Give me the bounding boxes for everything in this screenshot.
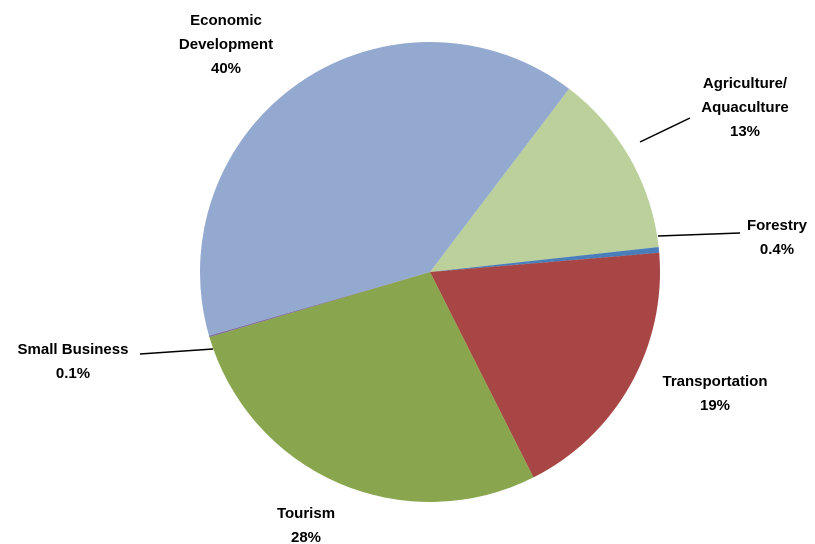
slice-label-tourism: Tourism 28% [277,505,335,544]
leader-line-agriculture-aquaculture [639,117,691,143]
pie-slice-transportation [430,252,660,478]
slice-label-transportation: Transportation 19% [662,373,767,414]
slice-label-forestry: Forestry 0.4% [747,217,808,258]
leader-line-small-business [139,348,214,355]
slice-name: Economic [190,12,262,29]
slice-name: Transportation [662,373,767,390]
slice-labels: Agriculture/Aquaculture 13% Forestry 0.4% Tr… [18,12,808,544]
slice-percent: 0.4% [760,241,794,258]
pie-slice-agriculture-aquaculture [430,88,659,272]
slice-name: Forestry [747,217,808,234]
leader-lines [139,117,741,355]
slice-percent: 19% [700,397,730,414]
slice-percent: 13% [730,123,760,140]
slice-label-agriculture-aquaculture: Agriculture/Aquaculture 13% [701,75,789,140]
slice-label-small-business: Small Business 0.1% [18,341,129,382]
slice-name: Development [179,36,273,53]
slice-percent: 0.1% [56,365,90,382]
pie-slices [200,42,660,502]
slice-name: Tourism [277,505,335,522]
slice-name: Aquaculture [701,99,789,116]
slice-percent: 28% [291,529,321,544]
slice-name: Small Business [18,341,129,358]
pie-slice-small-business [209,272,430,338]
slice-name: Agriculture/ [703,75,788,92]
pie-slice-forestry [430,247,660,272]
pie-slice-tourism [209,272,534,502]
slice-label-economic-development: Economic Development 40% [179,12,273,77]
slice-percent: 40% [211,60,241,77]
pie-slice-economic-development [200,42,570,336]
leader-line-forestry [657,232,741,237]
